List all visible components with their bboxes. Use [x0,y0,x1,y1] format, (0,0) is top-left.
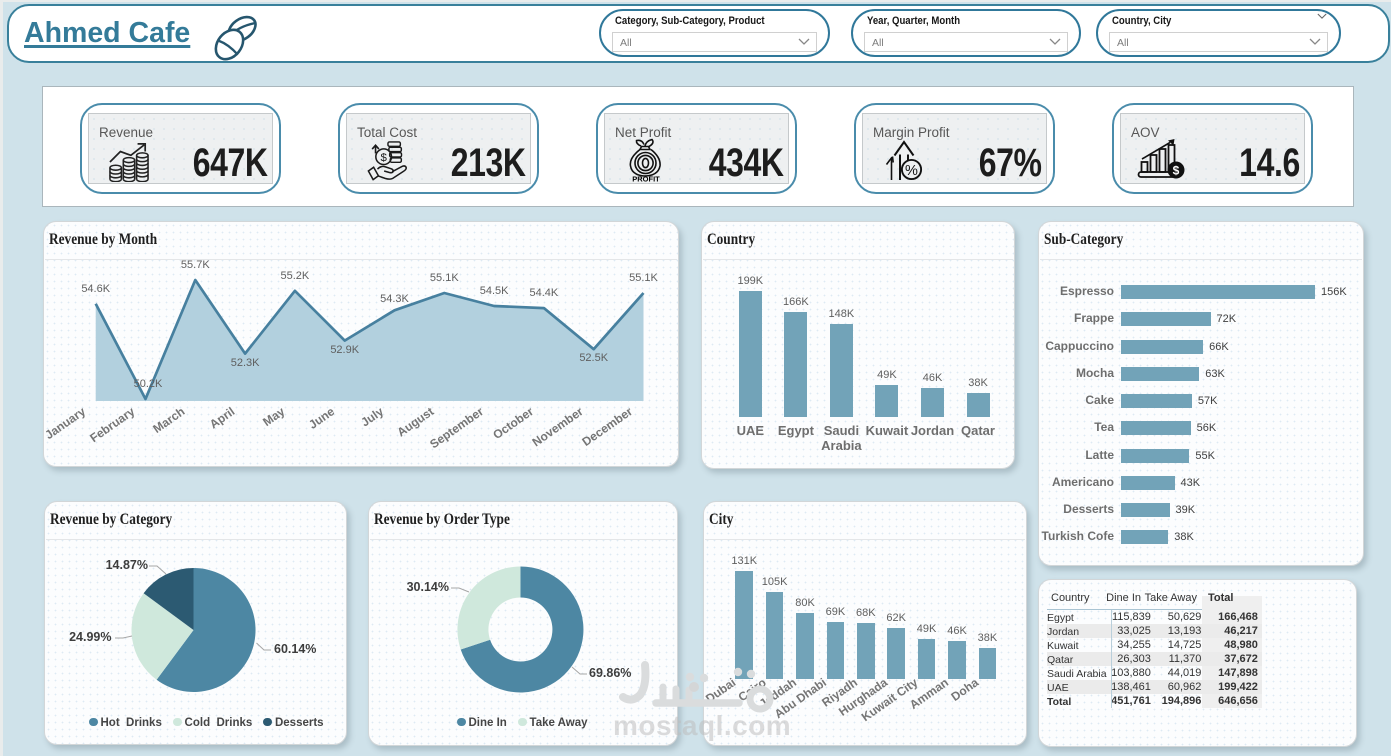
svg-text:$: $ [380,152,387,164]
svg-text:PROFIT: PROFIT [632,175,660,183]
svg-text:$: $ [1173,164,1180,178]
svg-text:%: % [905,163,918,179]
